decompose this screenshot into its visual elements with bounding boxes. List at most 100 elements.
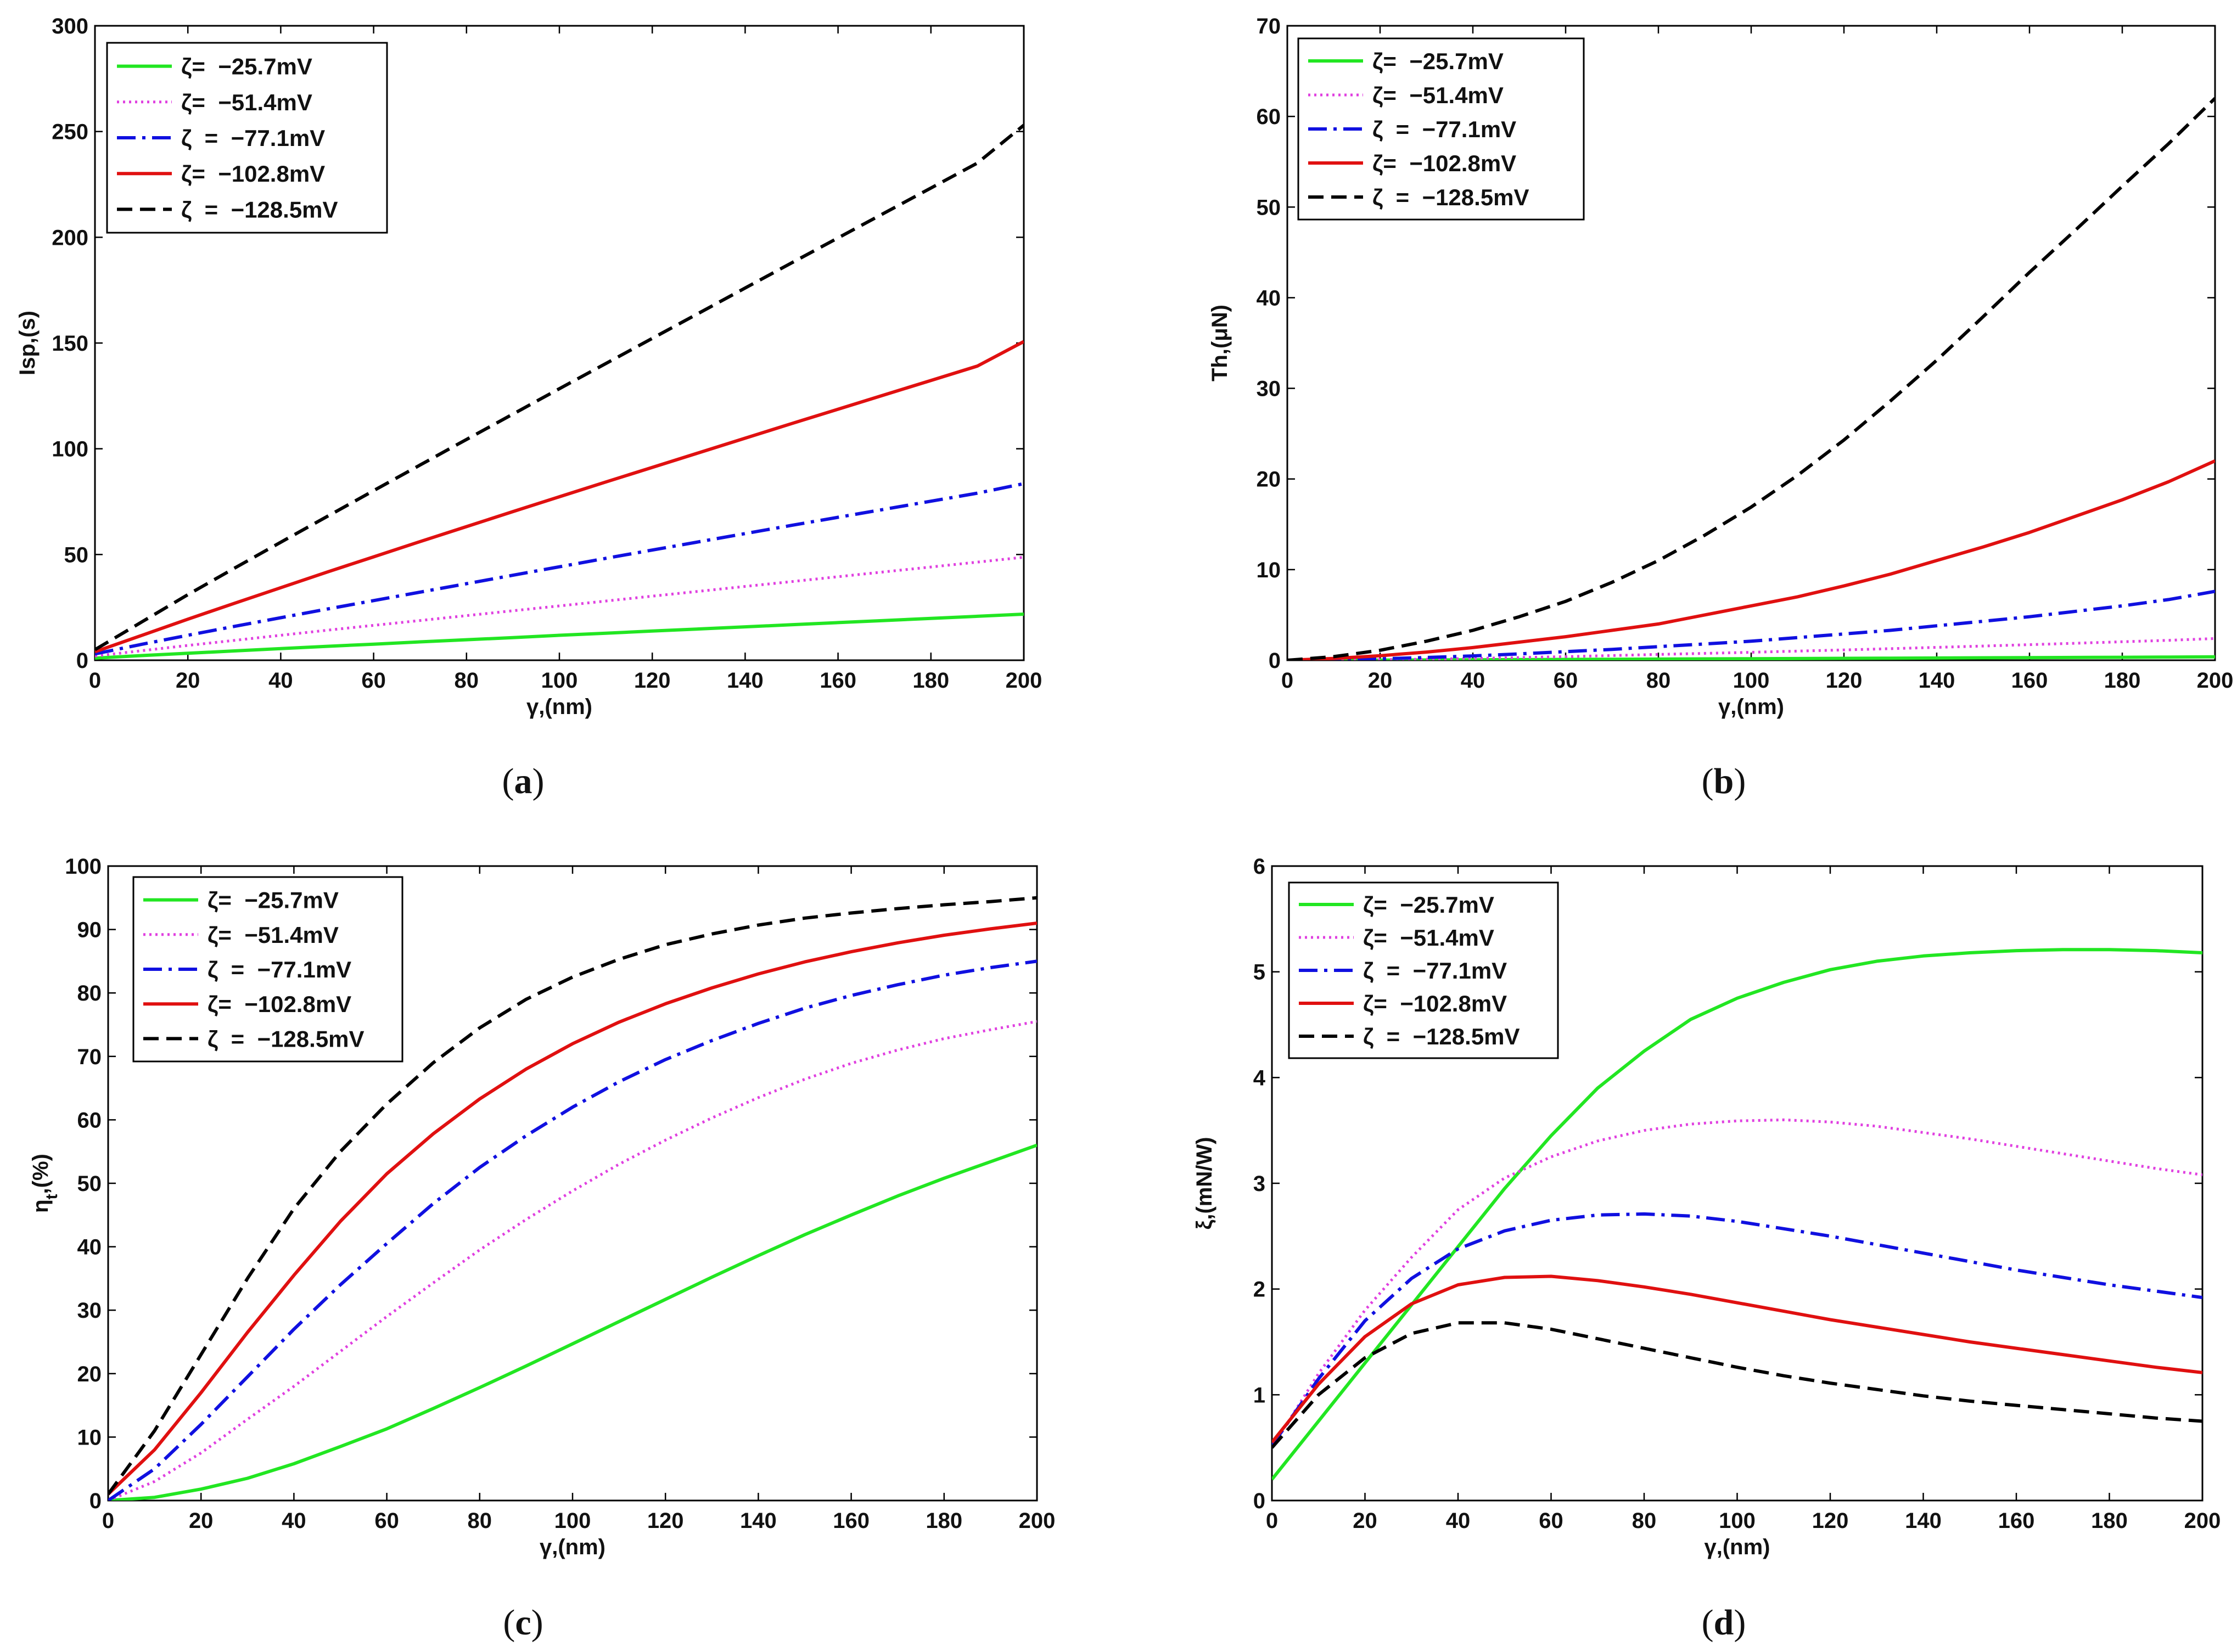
y-tick-label: 4 bbox=[1253, 1066, 1266, 1090]
legend-label: ζ= −25.7mV bbox=[181, 54, 312, 80]
legend-label: ζ= −25.7mV bbox=[1372, 48, 1504, 74]
legend-label: ζ= −102.8mV bbox=[1363, 991, 1507, 1016]
x-tick-label: 80 bbox=[1646, 668, 1671, 693]
legend-label: ζ = −77.1mV bbox=[181, 125, 325, 151]
legend-box bbox=[132, 876, 403, 1063]
x-tick-label: 160 bbox=[2011, 668, 2048, 693]
y-tick-label: 0 bbox=[89, 1489, 102, 1513]
series-line-1 bbox=[95, 613, 1024, 660]
y-tick-label: 250 bbox=[52, 120, 88, 144]
y-tick-label: 3 bbox=[1253, 1172, 1265, 1196]
x-tick-label: 20 bbox=[189, 1509, 214, 1533]
x-axis-label: γ,(nm) bbox=[540, 1535, 605, 1559]
panel-caption: (a) bbox=[502, 761, 545, 801]
y-axis-label: ηt,(%) bbox=[29, 1154, 61, 1213]
x-tick-label: 40 bbox=[282, 1509, 306, 1533]
x-tick-label: 60 bbox=[1539, 1509, 1563, 1533]
x-tick-label: 20 bbox=[176, 668, 200, 693]
y-tick-label: 150 bbox=[52, 331, 88, 356]
y-tick-label: 80 bbox=[77, 981, 102, 1005]
series-line-2 bbox=[1287, 637, 2215, 660]
x-tick-label: 120 bbox=[647, 1509, 684, 1533]
legend: ζ= −25.7mV ζ= −51.4mV ζ = −77.1mV ζ= −102.8… bbox=[106, 42, 388, 234]
y-tick-label: 30 bbox=[1257, 377, 1281, 401]
legend: ζ= −25.7mV ζ= −51.4mV ζ = −77.1mV ζ= −102.8… bbox=[1288, 881, 1559, 1059]
legend-label: ζ= −102.8mV bbox=[1372, 150, 1516, 176]
series-line-1 bbox=[108, 1143, 1037, 1501]
x-tick-label: 200 bbox=[2184, 1509, 2221, 1533]
x-tick-label: 100 bbox=[1733, 668, 1770, 693]
x-tick-label: 160 bbox=[1998, 1509, 2035, 1533]
legend-label: ζ= −51.4mV bbox=[1363, 925, 1494, 951]
x-tick-label: 40 bbox=[1446, 1509, 1471, 1533]
chart-panel-c: 0 20 40 60 80 100 120 140 160 180 200 0 10 20 30 40 50 60… bbox=[29, 855, 1055, 1643]
y-tick-label: 200 bbox=[52, 226, 88, 250]
y-tick-label: 0 bbox=[1253, 1489, 1265, 1513]
x-tick-label: 0 bbox=[1281, 668, 1293, 693]
x-tick-label: 120 bbox=[634, 668, 671, 693]
series-line-3 bbox=[1272, 1212, 2202, 1447]
legend: ζ= −25.7mV ζ= −51.4mV ζ = −77.1mV ζ= −102.8… bbox=[132, 876, 403, 1063]
x-tick-label: 140 bbox=[1905, 1509, 1942, 1533]
x-tick-label: 200 bbox=[2197, 668, 2234, 693]
series-line-1 bbox=[1287, 655, 2215, 660]
chart-panel-d: 0 20 40 60 80 100 120 140 160 180 200 0 1 2 3 4 5 6 γ,(nm)… bbox=[1192, 855, 2221, 1643]
x-tick-label: 80 bbox=[468, 1509, 492, 1533]
legend-label: ζ= −51.4mV bbox=[181, 89, 312, 115]
y-tick-label: 2 bbox=[1253, 1278, 1265, 1302]
series-line-5 bbox=[1272, 1321, 2202, 1449]
panel-caption: (c) bbox=[503, 1603, 543, 1643]
y-tick-label: 20 bbox=[1257, 468, 1281, 492]
x-tick-label: 120 bbox=[1826, 668, 1863, 693]
legend: ζ= −25.7mV ζ= −51.4mV ζ = −77.1mV ζ= −102.8… bbox=[1297, 37, 1585, 221]
legend-label: ζ = −128.5mV bbox=[181, 196, 338, 222]
x-tick-label: 0 bbox=[89, 668, 101, 693]
series-line-4 bbox=[108, 921, 1037, 1496]
series-line-2 bbox=[1272, 1118, 2202, 1449]
legend-label: ζ = −77.1mV bbox=[208, 957, 351, 982]
y-tick-label: 6 bbox=[1253, 855, 1265, 879]
series-group bbox=[95, 123, 1024, 660]
y-tick-label: 30 bbox=[77, 1299, 102, 1323]
x-tick-label: 180 bbox=[926, 1509, 962, 1533]
y-tick-label: 1 bbox=[1253, 1383, 1265, 1407]
series-line-3 bbox=[1287, 589, 2215, 660]
y-tick-label: 60 bbox=[1257, 105, 1281, 129]
x-tick-label: 0 bbox=[102, 1509, 114, 1533]
series-line-4 bbox=[95, 340, 1024, 654]
x-axis-label: γ,(nm) bbox=[526, 695, 592, 719]
x-axis: 0 20 40 60 80 100 120 140 160 180 200 bbox=[102, 866, 1056, 1533]
y-tick-label: 300 bbox=[52, 14, 88, 38]
y-tick-label: 100 bbox=[52, 437, 88, 462]
x-tick-label: 200 bbox=[1019, 1509, 1056, 1533]
x-tick-label: 180 bbox=[2104, 668, 2141, 693]
y-axis: 0 1 2 3 4 5 6 bbox=[1253, 855, 2202, 1513]
legend-label: ζ= −25.7mV bbox=[208, 887, 339, 913]
y-tick-label: 70 bbox=[77, 1045, 102, 1069]
panel-caption: (b) bbox=[1702, 761, 1746, 801]
x-tick-label: 40 bbox=[268, 668, 293, 693]
x-tick-label: 80 bbox=[1632, 1509, 1657, 1533]
x-tick-label: 60 bbox=[361, 668, 386, 693]
legend-label: ζ= −51.4mV bbox=[1372, 82, 1504, 108]
y-tick-label: 10 bbox=[77, 1425, 102, 1449]
legend-label: ζ = −128.5mV bbox=[1363, 1024, 1520, 1049]
series-line-1 bbox=[1272, 948, 2202, 1481]
y-tick-label: 50 bbox=[1257, 195, 1281, 220]
series-line-5 bbox=[108, 896, 1037, 1496]
x-axis: 0 20 40 60 80 100 120 140 160 180 200 bbox=[89, 26, 1042, 693]
y-tick-label: 90 bbox=[77, 918, 102, 942]
x-tick-label: 20 bbox=[1353, 1509, 1377, 1533]
x-tick-label: 180 bbox=[912, 668, 949, 693]
y-axis: 0 10 20 30 40 50 60 70 bbox=[1257, 14, 2215, 673]
x-tick-label: 100 bbox=[541, 668, 578, 693]
y-axis-label: Th,(μN) bbox=[1208, 305, 1232, 381]
x-tick-label: 40 bbox=[1461, 668, 1485, 693]
x-tick-label: 0 bbox=[1266, 1509, 1278, 1533]
x-tick-label: 60 bbox=[374, 1509, 399, 1533]
y-axis: 0 50 100 150 200 250 300 bbox=[52, 14, 1024, 673]
legend-label: ζ= −102.8mV bbox=[208, 991, 351, 1017]
series-line-5 bbox=[95, 123, 1024, 651]
y-tick-label: 0 bbox=[1269, 649, 1281, 673]
